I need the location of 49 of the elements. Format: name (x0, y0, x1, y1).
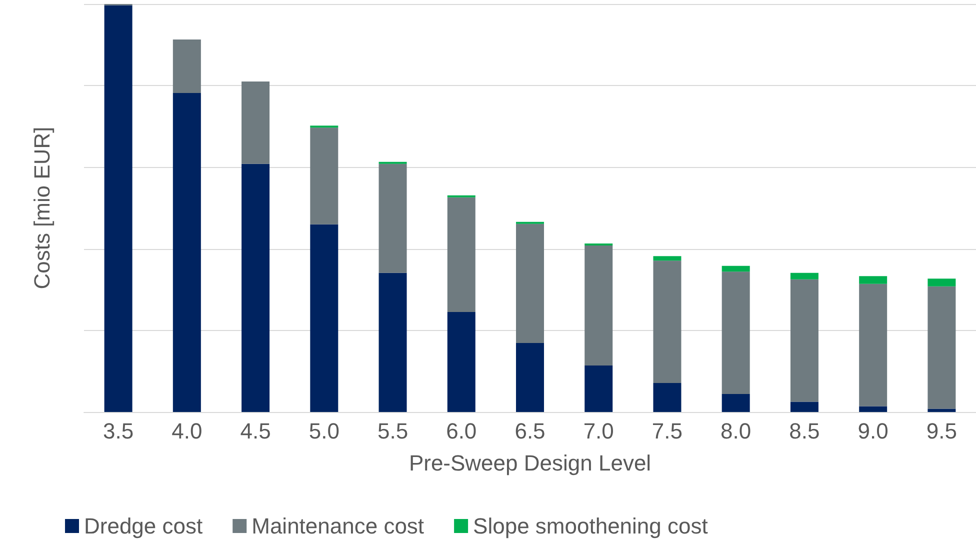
x-tick-label: 9.0 (858, 418, 888, 444)
x-tick-label: 8.0 (720, 418, 752, 444)
bar (378, 272, 407, 412)
x-tick-label: 9.5 (926, 418, 957, 444)
x-tick-label: 5.5 (377, 418, 408, 444)
legend-label: Dredge cost (84, 514, 203, 538)
bar (928, 286, 956, 409)
bar (584, 246, 613, 366)
bar (516, 224, 544, 344)
bar (447, 312, 476, 412)
bar (722, 266, 750, 272)
x-tick-label: 3.5 (103, 418, 134, 444)
bar (653, 383, 682, 412)
bar (790, 279, 818, 402)
x-tick-label: 5.0 (308, 418, 340, 444)
bar (859, 284, 888, 406)
bar (172, 39, 201, 93)
bar (790, 402, 818, 412)
bar (516, 343, 544, 412)
bar (447, 197, 476, 312)
bar (653, 260, 682, 384)
bar (859, 276, 888, 284)
x-tick-label: 4.0 (172, 418, 202, 444)
x-tick-label: 6.5 (514, 418, 546, 444)
bar (653, 256, 682, 261)
x-tick-label: 8.5 (789, 418, 820, 444)
bar (310, 128, 338, 224)
bar (310, 224, 338, 412)
legend-label: Maintenance cost (252, 514, 424, 538)
x-tick-label: 6.0 (446, 418, 477, 444)
bar (584, 243, 613, 246)
x-tick-label: 7.5 (652, 418, 683, 444)
bar (584, 365, 613, 412)
bar (928, 278, 956, 286)
x-tick-label: 7.0 (583, 418, 614, 444)
x-tick-label: 4.5 (240, 418, 271, 444)
bar (104, 5, 132, 412)
bar (242, 82, 270, 164)
bar (928, 408, 956, 412)
bar (242, 164, 270, 412)
bar (378, 164, 407, 273)
bar (722, 394, 750, 412)
y-axis-title: Costs [mio EUR] (30, 126, 54, 290)
bar (172, 92, 201, 412)
legend-label: Slope smoothening cost (473, 514, 708, 538)
x-axis-title: Pre-Sweep Design Level (408, 450, 652, 476)
bar (790, 272, 818, 280)
bar (722, 272, 750, 394)
bar (859, 406, 888, 412)
